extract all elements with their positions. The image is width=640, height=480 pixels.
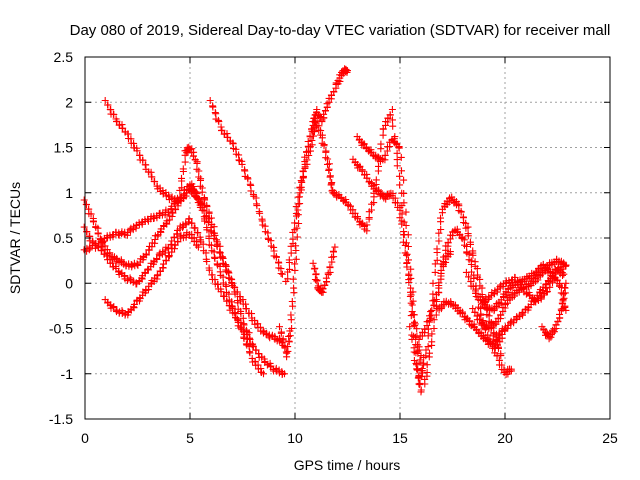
y-tick-label: 2	[65, 94, 73, 110]
x-tick-label: 10	[287, 430, 303, 446]
data-point-marks	[433, 297, 509, 352]
x-tick-label: 15	[392, 430, 408, 446]
grid-layer	[85, 57, 610, 419]
y-tick-label: -1	[61, 366, 74, 382]
x-tick-label: 25	[602, 430, 618, 446]
x-axis-label: GPS time / hours	[294, 457, 401, 473]
series-arc-19	[490, 265, 568, 341]
series-arc-2	[80, 143, 257, 351]
series-arc-15	[433, 297, 509, 352]
y-tick-label: -0.5	[49, 321, 73, 337]
data-point-marks	[349, 155, 425, 360]
data-point-marks	[309, 243, 339, 296]
series-arc-5	[101, 229, 202, 319]
y-tick-label: 0	[65, 275, 73, 291]
data-point-marks	[206, 97, 286, 278]
series-arc-11	[349, 155, 425, 360]
x-tick-label: 0	[81, 430, 89, 446]
data-point-marks	[80, 215, 288, 378]
series-arc-4	[80, 215, 288, 378]
tick-layer: 0 5 10 15 20 25 -1.5 -1 -0.5 0 0.5 1 1.5 2 2.5	[49, 49, 618, 446]
y-tick-label: 0.5	[54, 230, 74, 246]
y-tick-label: 2.5	[54, 49, 74, 65]
x-tick-label: 20	[497, 430, 513, 446]
data-point-marks	[490, 265, 568, 341]
chart-title: Day 080 of 2019, Sidereal Day-to-day VTE…	[70, 22, 611, 39]
series-arc-8	[282, 117, 337, 285]
data-point-marks	[101, 229, 202, 319]
series-arc-6	[206, 97, 286, 278]
x-tick-label: 5	[186, 430, 194, 446]
series-arc-20	[538, 279, 570, 343]
y-axis-label: SDTVAR / TECUs	[7, 182, 23, 294]
data-point-marks	[538, 279, 570, 343]
data-point-marks	[282, 117, 337, 285]
y-tick-label: 1	[65, 185, 73, 201]
data-layer	[80, 65, 570, 396]
series-arc-9	[309, 243, 339, 296]
data-point-marks	[80, 143, 257, 351]
y-tick-label: -1.5	[49, 411, 73, 427]
y-tick-label: 1.5	[54, 140, 74, 156]
